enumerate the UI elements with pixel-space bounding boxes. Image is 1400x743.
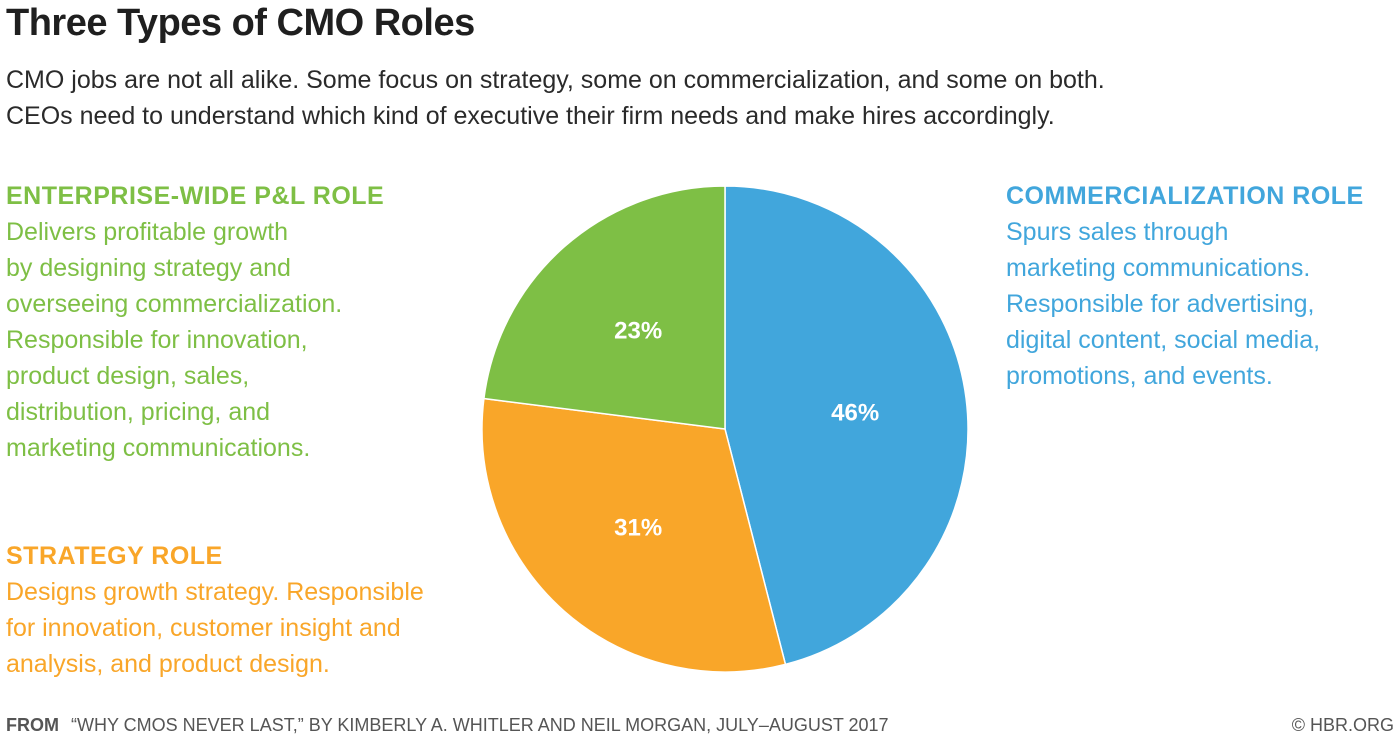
- source-from-label: FROM: [6, 715, 59, 735]
- slice-strategy: [481, 397, 787, 673]
- commercialization-role-description: Spurs sales through marketing communicat…: [1006, 214, 1364, 394]
- commercialization-desc-line: Spurs sales through: [1006, 218, 1229, 246]
- subtitle-line-1: CMO jobs are not all alike. Some focus o…: [6, 66, 1105, 94]
- strategy-desc-line: analysis, and product design.: [6, 650, 330, 678]
- strategy-role-description: Designs growth strategy. Responsible for…: [6, 574, 424, 682]
- enterprise-role-description: Delivers profitable growth by designing …: [6, 214, 384, 466]
- enterprise-desc-line: marketing communications.: [6, 434, 311, 462]
- chart-subtitle: CMO jobs are not all alike. Some focus o…: [6, 62, 1386, 134]
- copyright-credit: © HBR.ORG: [1291, 715, 1394, 735]
- commercialization-desc-line: promotions, and events.: [1006, 362, 1273, 390]
- strategy-desc-line: for innovation, customer insight and: [6, 614, 401, 642]
- slice-commercialization: [724, 185, 969, 666]
- strategy-role-heading: STRATEGY ROLE: [6, 542, 223, 570]
- enterprise-desc-line: product design, sales,: [6, 362, 250, 390]
- subtitle-line-2: CEOs need to understand which kind of ex…: [6, 102, 1055, 130]
- label-commercialization-percent: 46%: [831, 400, 879, 427]
- enterprise-desc-line: distribution, pricing, and: [6, 398, 271, 426]
- enterprise-desc-line: Responsible for innovation,: [6, 326, 308, 354]
- strategy-desc-line: Designs growth strategy. Responsible: [6, 578, 424, 606]
- enterprise-desc-line: Delivers profitable growth: [6, 218, 289, 246]
- enterprise-desc-line: overseeing commercialization.: [6, 290, 343, 318]
- source-footer: FROM “WHY CMOS NEVER LAST,” BY KIMBERLY A…: [6, 713, 1394, 737]
- commercialization-desc-line: marketing communications.: [1006, 254, 1311, 282]
- chart-title: Three Types of CMO Roles: [6, 2, 475, 44]
- label-enterprise-percent: 23%: [614, 318, 662, 345]
- commercialization-role-annotation: COMMERCIALIZATION ROLE Spurs sales throu…: [1006, 178, 1364, 394]
- label-strategy-percent: 31%: [614, 514, 662, 541]
- source-citation: “WHY CMOS NEVER LAST,” BY KIMBERLY A. WH…: [71, 715, 889, 735]
- commercialization-role-heading: COMMERCIALIZATION ROLE: [1006, 182, 1364, 210]
- enterprise-role-heading: ENTERPRISE-WIDE P&L ROLE: [6, 182, 385, 210]
- enterprise-role-annotation: ENTERPRISE-WIDE P&L ROLE Delivers profit…: [6, 178, 384, 466]
- slice-enterprise: [483, 185, 726, 430]
- strategy-role-annotation: STRATEGY ROLE Designs growth strategy. R…: [6, 538, 424, 682]
- commercialization-desc-line: digital content, social media,: [1006, 326, 1321, 354]
- commercialization-desc-line: Responsible for advertising,: [1006, 290, 1315, 318]
- enterprise-desc-line: by designing strategy and: [6, 254, 291, 282]
